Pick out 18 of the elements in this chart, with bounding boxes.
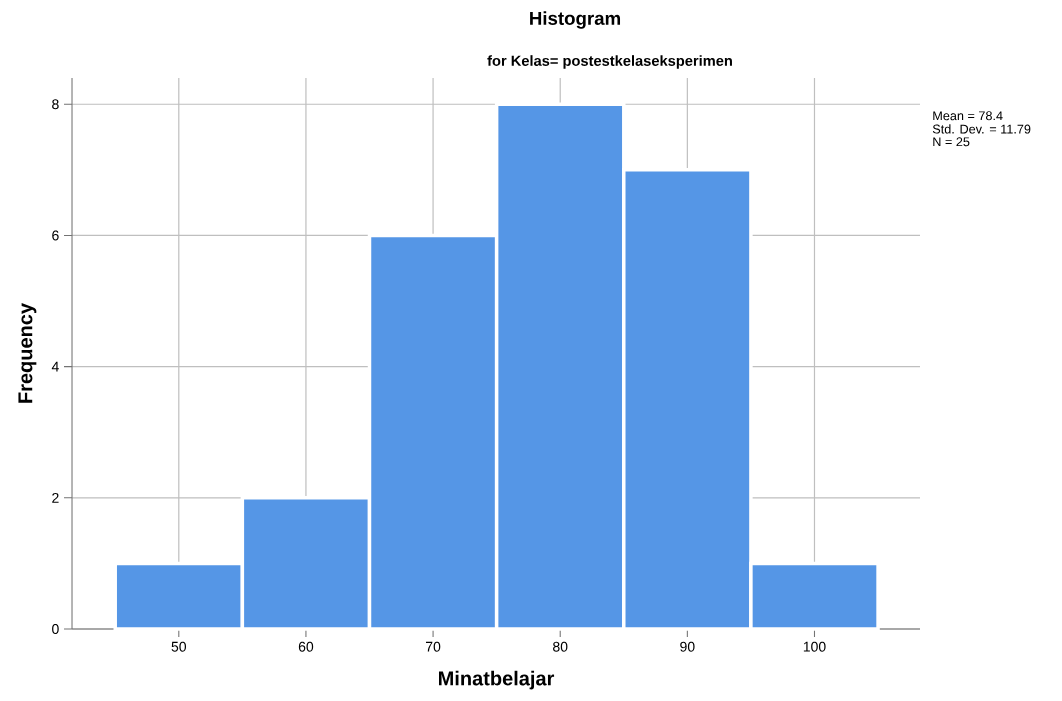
x-tick-label: 100	[803, 641, 826, 652]
x-tick-label: 60	[298, 641, 314, 652]
text: Std. Dev. = 11.79	[932, 124, 1031, 134]
x-tick-label: 90	[680, 641, 695, 652]
y-tick-label: 2	[52, 492, 59, 503]
y-tick-label: 8	[52, 99, 59, 110]
text: Mean = 78.4	[933, 111, 1003, 121]
y-axis-title: Frequency	[18, 303, 37, 403]
chart-title: Histogram	[530, 11, 621, 29]
text: N = 25	[933, 137, 970, 147]
y-tick-label: 6	[52, 230, 59, 241]
y-tick-label: 0	[52, 624, 59, 634]
chart-subtitle: for Kelas= postestkelaseksperimen	[487, 55, 732, 69]
y-tick-label: 4	[51, 361, 59, 372]
x-tick-label: 70	[426, 641, 441, 652]
x-tick-label: 50	[171, 641, 187, 652]
x-tick-label: 80	[553, 641, 568, 652]
x-axis-title: Minatbelajar	[439, 670, 555, 690]
